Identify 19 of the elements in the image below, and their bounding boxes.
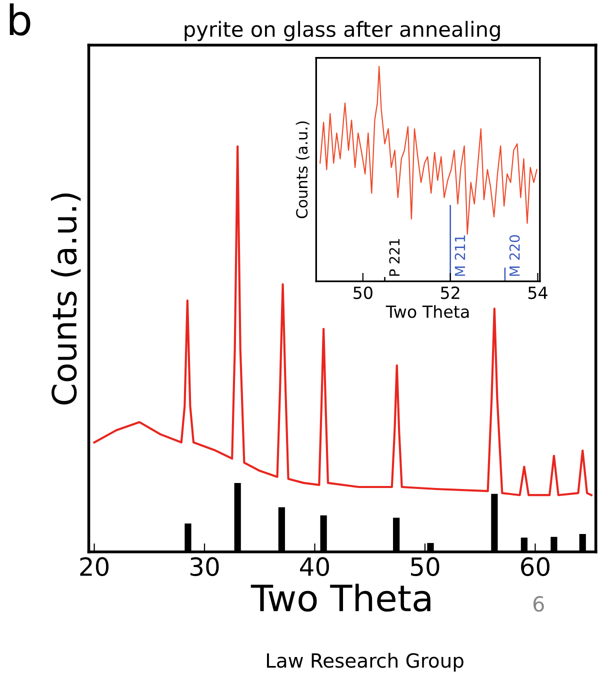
text: b [10, 3, 30, 36]
x-tick-label: 54 [528, 286, 548, 300]
annotation: M 220 [509, 235, 520, 276]
y-axis-title: Counts (a.u.) [50, 193, 81, 404]
annotation: M 211 [454, 236, 466, 276]
annotation: P 221 [389, 239, 400, 276]
x-tick-label: 40 [300, 557, 329, 576]
text: Law Research Group [267, 652, 464, 672]
x-tick-label: 50 [411, 557, 440, 576]
x-axis-title: Two Theta [386, 305, 469, 318]
chart-title: pyrite on glass after annealing [184, 20, 500, 42]
x-axis-title: Two Theta [250, 584, 430, 612]
text: 6 [533, 596, 544, 612]
x-tick-label: 20 [80, 557, 109, 576]
x-tick-label: 30 [190, 557, 219, 576]
x-tick-label: 60 [521, 557, 550, 576]
x-tick-label: 50 [354, 286, 372, 300]
y-axis-title: Counts (a.u.) [296, 121, 310, 218]
x-tick-label: 52 [441, 286, 460, 300]
